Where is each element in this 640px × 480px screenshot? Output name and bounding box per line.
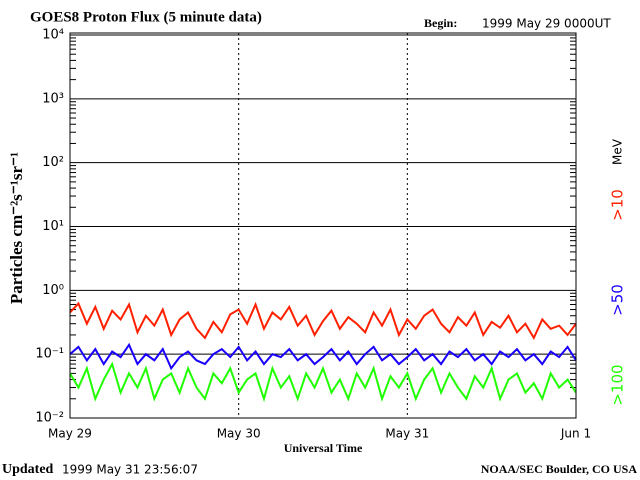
x-tick-label: Jun 1: [560, 427, 591, 441]
updated-date: 1999 May 31 23:56:07: [62, 463, 198, 477]
x-tick-label: May 29: [48, 427, 92, 441]
legend-label: >100: [609, 364, 627, 405]
legend-label: >10: [609, 189, 627, 221]
y-axis-label: Particles cm⁻²s⁻¹sr⁻¹: [7, 152, 26, 304]
x-axis-label: Universal Time: [284, 441, 363, 455]
y-tick-label: 10³: [42, 91, 64, 106]
y-tick-label: 10⁰: [42, 283, 64, 298]
x-tick-label: May 30: [217, 427, 261, 441]
y-tick-label: 10⁴: [42, 28, 64, 43]
series-line: [69, 301, 577, 341]
chart-title: GOES8 Proton Flux (5 minute data): [30, 9, 262, 25]
begin-label: Begin:: [424, 16, 457, 30]
y-tick-label: 10¹: [42, 219, 64, 234]
plot-frame: [69, 32, 577, 419]
source: NOAA/SEC Boulder, CO USA: [481, 462, 638, 476]
begin-date: 1999 May 29 0000UT: [482, 17, 611, 31]
y-tick-label: 10²: [42, 155, 64, 170]
legend-label: >50: [609, 284, 627, 316]
x-tick-label: May 31: [385, 427, 429, 441]
y-tick-label: 10⁻²: [35, 411, 64, 426]
series-line: [69, 361, 577, 403]
unit-label: MeV: [611, 138, 625, 165]
y-tick-label: 10⁻¹: [35, 347, 64, 362]
updated-label: Updated: [2, 462, 54, 477]
series-line: [69, 342, 577, 371]
